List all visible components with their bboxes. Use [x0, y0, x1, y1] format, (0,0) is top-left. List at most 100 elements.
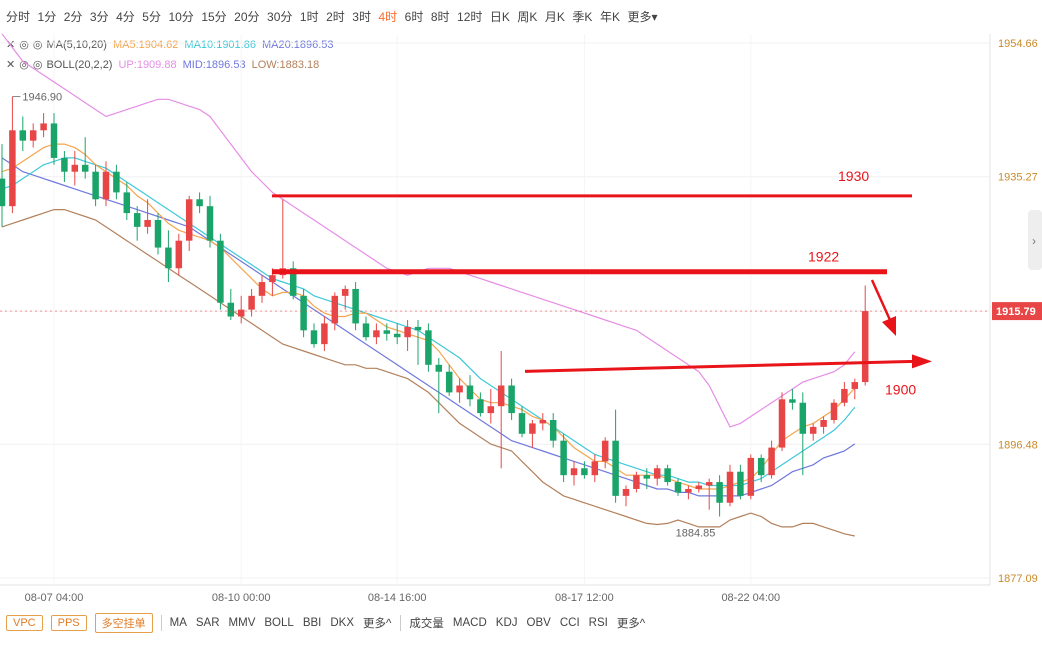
timeframe-tab[interactable]: 30分 [267, 9, 293, 24]
candle-body [685, 488, 692, 493]
boll-legend-name: BOLL(20,2,2) [46, 58, 113, 71]
overlay-button[interactable]: VPC [6, 615, 43, 631]
candlestick-chart[interactable]: 1954.66 1935.27 1896.48 1877.09 08-07 04:00 0… [0, 0, 1042, 610]
candle-body [518, 413, 526, 434]
current-price-badge [992, 302, 1042, 321]
main-indicator-tab[interactable]: MMV [228, 617, 256, 629]
settings-icon[interactable]: ◎ [32, 39, 43, 51]
current-price-label: 1915.79 [996, 306, 1036, 318]
timeframe-tab[interactable]: 2分 [63, 9, 83, 24]
y-tick-label: 1877.09 [998, 573, 1038, 585]
candle-body [61, 157, 68, 172]
candle-body [393, 333, 401, 338]
candle-body [404, 326, 411, 338]
candle-body [300, 295, 307, 331]
candle-body [362, 323, 370, 338]
x-tick-label: 08-14 16:00 [368, 592, 427, 604]
close-icon[interactable]: ✕ [6, 59, 16, 71]
main-indicator-tab[interactable]: DKX [330, 617, 355, 629]
main-indicator-tab[interactable]: BOLL [264, 617, 294, 629]
candle-body [310, 330, 318, 345]
timeframe-tab[interactable]: 5分 [142, 9, 161, 24]
ma20-line [1, 157, 856, 497]
timeframe-tab[interactable]: 分时 [6, 9, 31, 24]
timeframe-tab[interactable]: 更多▾ [627, 9, 658, 24]
candle-body [456, 385, 463, 393]
annotation-label-1922: 1922 [808, 249, 839, 265]
timeframe-tab[interactable]: 3分 [89, 9, 109, 24]
settings-icon[interactable]: ◎ [32, 59, 43, 71]
down-arrow-shaft [870, 279, 892, 321]
timeframe-tab[interactable]: 4时 [378, 9, 398, 24]
candle-body [9, 130, 16, 207]
candle-body [40, 123, 47, 131]
annotation-label-1900: 1900 [885, 381, 916, 397]
candle-body [643, 475, 651, 479]
candle-body [716, 482, 723, 503]
timeframe-tab[interactable]: 年K [599, 9, 620, 24]
candle-body [497, 385, 505, 407]
sub-indicator-tab[interactable]: RSI [588, 617, 608, 629]
candle-body [633, 475, 640, 489]
candle-body [123, 192, 131, 214]
eye-icon[interactable]: ◎ [19, 59, 29, 71]
timeframe-tab[interactable]: 8时 [430, 9, 450, 24]
sub-indicator-tab[interactable]: 更多^ [616, 618, 646, 630]
sub-indicator-tab[interactable]: KDJ [495, 617, 518, 629]
main-indicator-tab[interactable]: SAR [195, 617, 220, 629]
candle-body [341, 288, 349, 296]
timeframe-tab[interactable]: 月K [544, 9, 565, 24]
sub-indicator-tab[interactable]: MACD [452, 617, 487, 629]
arrow-head-icon [912, 354, 932, 369]
candle-body [373, 330, 380, 338]
ma20-value: MA20:1896.53 [261, 38, 334, 51]
timeframe-tab[interactable]: 10分 [168, 9, 194, 24]
candle-body [331, 295, 339, 324]
overlay-button[interactable]: 多空挂单 [94, 613, 153, 633]
main-indicator-tab[interactable]: BBI [302, 617, 322, 629]
timeframe-tab[interactable]: 季K [572, 9, 593, 24]
annotation-label-1930: 1930 [838, 168, 869, 184]
sub-indicator-tab[interactable]: OBV [526, 617, 551, 629]
timeframe-tab[interactable]: 12时 [457, 9, 483, 24]
chevron-right-icon: › [1032, 234, 1036, 248]
main-indicator-tab[interactable]: MA [169, 617, 187, 629]
sub-indicator-tab[interactable]: 成交量 [409, 618, 444, 630]
candle-body [435, 364, 443, 372]
candle-body [206, 206, 214, 241]
candle-body [217, 240, 224, 303]
timeframe-tab[interactable]: 3时 [352, 9, 371, 24]
candle-body [248, 295, 255, 310]
x-tick-label: 08-22 04:00 [721, 592, 780, 604]
candle-body [560, 440, 567, 476]
candle-body [612, 440, 619, 496]
candle-body [664, 468, 671, 483]
support-line-1900 [524, 359, 916, 373]
arrow-head-icon [882, 316, 896, 336]
candle-body [92, 171, 99, 200]
timeframe-tab[interactable]: 1时 [299, 9, 319, 24]
timeframe-tab[interactable]: 1分 [37, 9, 57, 24]
candle-body [830, 402, 838, 420]
timeframe-tab[interactable]: 20分 [234, 9, 260, 24]
timeframe-tab[interactable]: 6时 [404, 9, 424, 24]
candle-body [50, 123, 58, 158]
main-indicator-tab[interactable]: 更多^ [363, 618, 392, 630]
candle-body [144, 219, 151, 227]
timeframe-tab[interactable]: 日K [489, 9, 510, 24]
candle-body [258, 282, 266, 296]
candle-body [539, 419, 547, 424]
boll-up-value: UP:1909.88 [118, 58, 177, 71]
eye-icon[interactable]: ◎ [19, 39, 29, 51]
timeframe-tab[interactable]: 2时 [326, 9, 345, 24]
timeframe-tab[interactable]: 周K [517, 9, 538, 24]
sub-indicator-tab[interactable]: CCI [559, 617, 580, 629]
timeframe-tab[interactable]: 4分 [116, 9, 135, 24]
overlay-button[interactable]: PPS [50, 615, 87, 631]
boll-upper-line [1, 33, 856, 428]
candle-body [861, 311, 869, 383]
candle-body [549, 419, 557, 441]
candle-body [487, 406, 495, 414]
timeframe-tab[interactable]: 15分 [201, 9, 227, 24]
candle-body [747, 457, 755, 496]
